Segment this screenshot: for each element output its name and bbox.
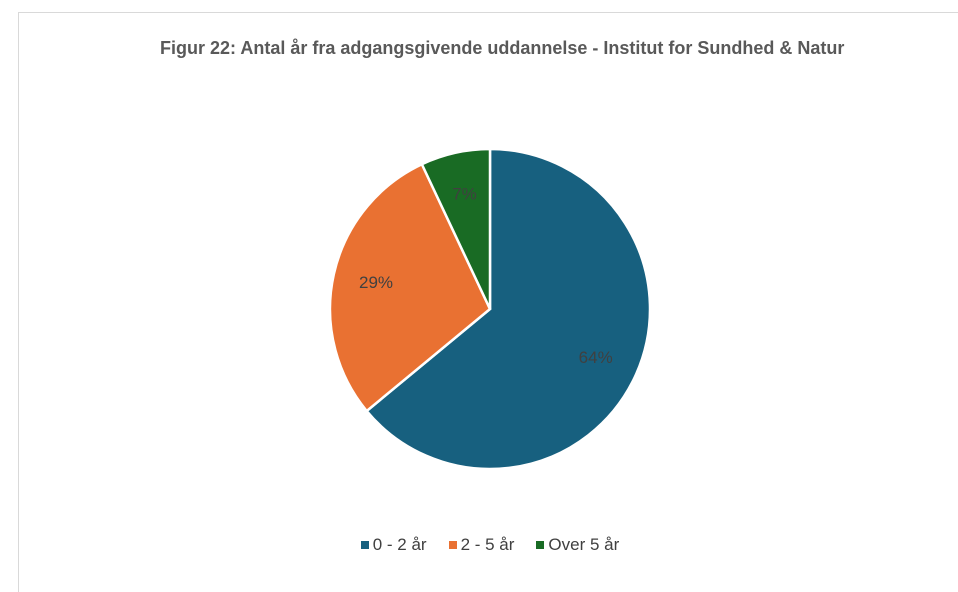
pie-slice <box>420 147 492 310</box>
legend-label: 0 - 2 år <box>372 535 427 554</box>
chart: 64% 29% 7% <box>328 147 652 471</box>
data-label: 29% <box>359 273 393 292</box>
legend-swatch <box>448 541 457 549</box>
legend-swatch <box>360 541 369 549</box>
legend-item: 2 - 5 år <box>448 535 515 555</box>
legend-label: 2 - 5 år <box>460 535 515 554</box>
pie-slice <box>364 147 652 471</box>
data-label: 7% <box>452 184 477 203</box>
legend-item: 0 - 2 år <box>360 535 427 555</box>
page: Figur 22: Antal år fra adgangsgivende ud… <box>0 12 958 592</box>
data-label: 64% <box>579 348 613 367</box>
legend-swatch <box>536 541 545 549</box>
chart-frame <box>18 12 958 592</box>
legend-item: Over 5 år <box>536 535 619 555</box>
chart-title: Figur 22: Antal år fra adgangsgivende ud… <box>160 38 845 58</box>
legend-label: Over 5 år <box>548 535 620 554</box>
legend: 0 - 2 år 2 - 5 år Over 5 år <box>0 535 958 555</box>
